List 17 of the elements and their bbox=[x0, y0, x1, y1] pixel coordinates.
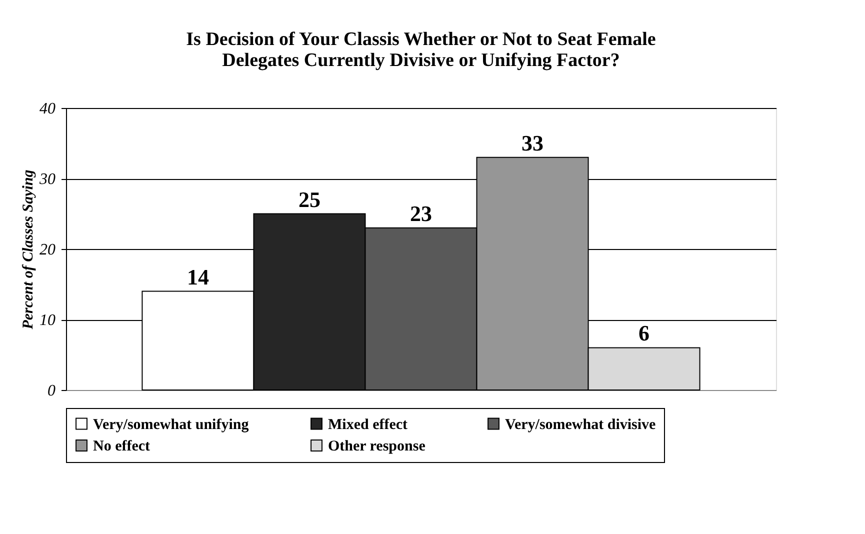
y-tick-label: 20 bbox=[40, 242, 56, 258]
y-axis-title: Percent of Classes Saying bbox=[20, 169, 36, 330]
chart-title: Is Decision of Your Classis Whether or Not to Seat Female Delegates Currently Divisive or Unifying Factor? bbox=[186, 29, 656, 71]
y-tick-label: 40 bbox=[40, 100, 56, 118]
legend-label: Very/somewhat divisive bbox=[505, 416, 656, 433]
y-tick-label: 10 bbox=[40, 312, 56, 329]
data-label: 23 bbox=[410, 200, 432, 226]
data-label: 14 bbox=[186, 264, 209, 290]
legend-label: No effect bbox=[93, 438, 150, 454]
data-label: 6 bbox=[638, 320, 650, 346]
legend-label: Mixed effect bbox=[328, 416, 408, 433]
legend-label: Very/somewhat unifying bbox=[93, 416, 250, 433]
legend-label: Other response bbox=[328, 438, 426, 454]
y-tick-label: 0 bbox=[48, 382, 56, 400]
data-label: 33 bbox=[522, 130, 544, 156]
y-tick-label: 30 bbox=[38, 171, 56, 188]
data-label: 25 bbox=[298, 186, 320, 212]
